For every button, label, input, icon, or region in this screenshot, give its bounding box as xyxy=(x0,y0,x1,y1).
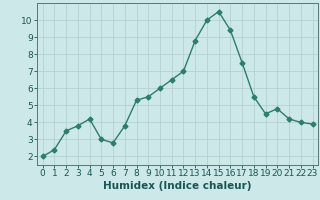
X-axis label: Humidex (Indice chaleur): Humidex (Indice chaleur) xyxy=(103,181,252,191)
